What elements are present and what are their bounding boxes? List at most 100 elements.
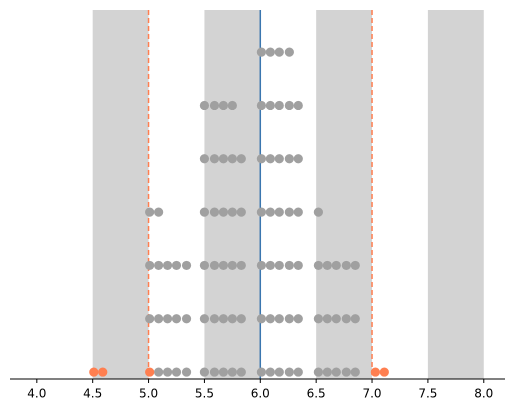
dot — [274, 154, 284, 164]
dot — [145, 367, 155, 377]
x-tick-label: 4.5 — [83, 387, 102, 401]
dot — [341, 367, 351, 377]
x-tick-label: 7.0 — [362, 387, 381, 401]
dot — [181, 367, 192, 377]
dot — [209, 314, 220, 324]
dot — [154, 207, 164, 217]
dot — [379, 367, 389, 377]
dot — [209, 207, 220, 217]
dot — [236, 367, 246, 377]
dot — [265, 100, 275, 111]
dot — [331, 314, 341, 324]
dot — [256, 207, 267, 217]
dot — [227, 260, 237, 271]
dot — [218, 260, 229, 271]
dot — [209, 260, 220, 271]
dot — [199, 100, 210, 111]
dot — [284, 47, 294, 57]
dot — [350, 367, 360, 377]
dot — [293, 100, 303, 111]
dot — [284, 367, 294, 377]
dot — [350, 260, 360, 271]
dot — [209, 100, 220, 111]
dot — [199, 367, 210, 377]
dot — [227, 154, 237, 164]
dot — [218, 207, 229, 217]
dot — [154, 260, 164, 271]
x-tick-label: 4.0 — [27, 387, 46, 401]
dot — [209, 367, 220, 377]
dot — [284, 314, 294, 324]
dot — [256, 260, 267, 271]
dot — [274, 207, 284, 217]
x-tick-label: 5.0 — [139, 387, 158, 401]
x-tick-label: 7.5 — [418, 387, 437, 401]
dot — [199, 207, 210, 217]
dot — [284, 154, 294, 164]
dot — [313, 367, 323, 377]
dot — [341, 260, 351, 271]
dot — [274, 260, 284, 271]
dot — [265, 47, 275, 57]
dot — [162, 314, 173, 324]
dot — [274, 47, 284, 57]
dot — [313, 207, 323, 217]
dot — [236, 314, 246, 324]
dot — [145, 260, 155, 271]
dot — [370, 367, 380, 377]
dot — [284, 207, 294, 217]
dot — [171, 367, 182, 377]
dot — [341, 314, 351, 324]
dot — [313, 260, 323, 271]
dot — [218, 100, 229, 111]
band — [204, 10, 261, 379]
dot — [265, 367, 275, 377]
dot — [236, 207, 246, 217]
dot — [154, 314, 164, 324]
dot — [284, 100, 294, 111]
dot — [236, 154, 246, 164]
dot — [162, 260, 173, 271]
dot — [181, 314, 192, 324]
dot — [331, 260, 341, 271]
dot — [256, 367, 267, 377]
dot — [199, 154, 210, 164]
x-tick-label: 8.0 — [474, 387, 493, 401]
dot — [322, 260, 332, 271]
dot — [293, 260, 303, 271]
dot — [256, 314, 267, 324]
dot — [265, 260, 275, 271]
dot — [154, 367, 164, 377]
dot — [265, 207, 275, 217]
dot — [209, 154, 220, 164]
dot — [256, 47, 267, 57]
dot — [293, 367, 303, 377]
dot — [199, 314, 210, 324]
dot — [218, 367, 229, 377]
dot — [265, 154, 275, 164]
dot — [274, 314, 284, 324]
dot — [199, 260, 210, 271]
band — [427, 10, 484, 379]
dot — [313, 314, 323, 324]
band — [316, 10, 373, 379]
dot — [227, 367, 237, 377]
dot — [236, 260, 246, 271]
dot — [274, 100, 284, 111]
dot — [227, 207, 237, 217]
dot — [89, 367, 99, 377]
dot — [350, 314, 360, 324]
dot — [171, 260, 182, 271]
x-tick-label: 6.0 — [251, 387, 270, 401]
dot — [171, 314, 182, 324]
dot — [145, 314, 155, 324]
x-tick-label: 5.5 — [195, 387, 214, 401]
dot — [227, 314, 237, 324]
dot — [322, 314, 332, 324]
dot — [162, 367, 173, 377]
dot — [98, 367, 108, 377]
dot — [274, 367, 284, 377]
dot — [293, 207, 303, 217]
band — [92, 10, 149, 379]
